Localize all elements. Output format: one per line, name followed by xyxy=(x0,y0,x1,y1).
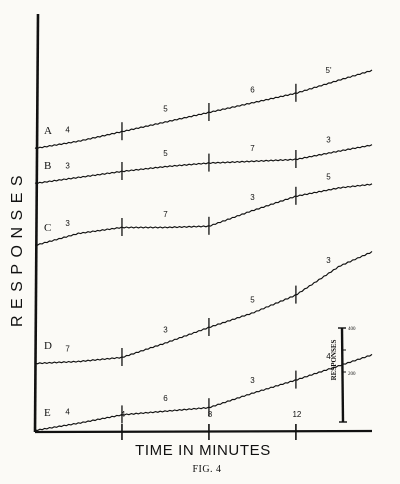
segment-label: 5 xyxy=(163,149,168,158)
curve-c: C 3 7 3 5 xyxy=(34,173,373,246)
segment-label: 4 xyxy=(65,126,70,135)
curve-label: C xyxy=(44,222,51,234)
segment-label: 3 xyxy=(326,136,331,145)
curve-line xyxy=(34,183,373,246)
scale-bar-label-400: 400 xyxy=(348,327,356,332)
x-axis-line xyxy=(34,429,373,434)
scale-bar-label-200: 200 xyxy=(348,372,356,377)
curve-line xyxy=(34,69,373,150)
segment-label: 7 xyxy=(65,345,70,354)
segment-label: 3 xyxy=(250,193,255,202)
curve-label: E xyxy=(44,407,51,419)
x-axis-ticks: 4 8 12 xyxy=(121,410,302,440)
curve-label: A xyxy=(44,125,52,137)
segment-label: 5' xyxy=(326,66,332,75)
curve-label: B xyxy=(44,160,51,172)
segment-label: 7 xyxy=(163,210,168,219)
segment-label: 3 xyxy=(250,376,255,385)
curve-e: E 4 6 3 4 xyxy=(34,352,373,432)
segment-label: 6 xyxy=(163,394,168,403)
response-curves: A 4 5 6 5' B 3 5 7 3 C 3 7 3 5 D 7 3 5 3 E 4 6 3 4 xyxy=(34,66,373,432)
curve-a: A 4 5 6 5' xyxy=(34,66,373,150)
figure-caption: FIG. 4 xyxy=(192,464,221,475)
segment-label: 5 xyxy=(250,296,255,305)
segment-label: 3 xyxy=(65,219,70,228)
segment-label: 3 xyxy=(163,326,168,335)
segment-label: 3 xyxy=(326,256,331,265)
segment-label: 4 xyxy=(65,408,70,417)
x-tick-label-8: 8 xyxy=(208,410,213,419)
curve-label: D xyxy=(44,340,52,352)
segment-label: 7 xyxy=(250,144,255,153)
y-axis-label: RESPONSES xyxy=(9,169,26,327)
curve-d: D 7 3 5 3 xyxy=(34,250,373,366)
curve-line xyxy=(34,353,373,432)
curve-line xyxy=(34,250,373,365)
segment-label: 6 xyxy=(250,85,255,94)
segment-label: 3 xyxy=(65,162,70,171)
x-axis-label: TIME IN MINUTES xyxy=(135,442,271,459)
segment-label: 5 xyxy=(326,173,331,182)
response-scale-bar: 400 200 RESPONSES xyxy=(330,327,356,423)
scale-bar-line xyxy=(340,327,345,423)
curve-line xyxy=(34,144,373,185)
segment-label: 4 xyxy=(326,352,331,361)
scale-bar-title: RESPONSES xyxy=(330,339,338,380)
segment-label: 5 xyxy=(163,105,168,114)
curve-b: B 3 5 7 3 xyxy=(34,136,373,185)
x-tick-label-12: 12 xyxy=(292,410,301,419)
y-axis-line xyxy=(33,13,40,433)
